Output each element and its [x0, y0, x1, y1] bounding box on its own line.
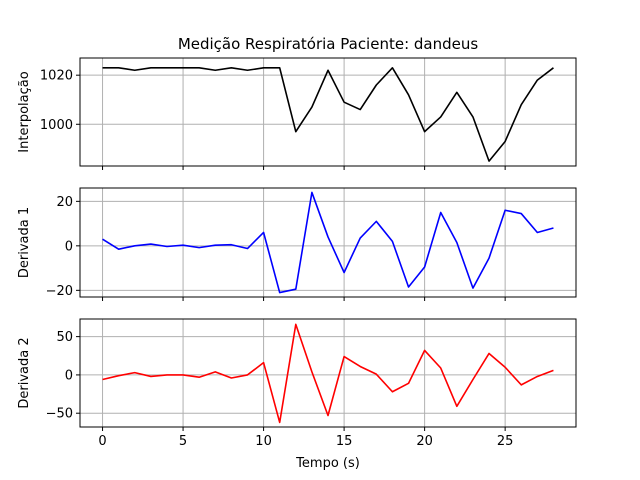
derivative-2-ytick-label-0: 0	[65, 368, 73, 383]
chart-title: Medição Respiratória Paciente: dandeus	[178, 35, 479, 53]
derivative-2-ytick-label-50: 50	[56, 330, 73, 345]
derivative-1-axes-frame	[79, 187, 577, 298]
interpolation-ytick-label-1000: 1000	[40, 118, 73, 133]
interpolation-series-line	[102, 67, 554, 162]
derivative-1-ytick-label-0: 0	[65, 239, 73, 254]
derivative-2-xtick-label-10: 10	[255, 434, 272, 449]
derivative-1-ytick-label--20: −20	[46, 284, 73, 299]
derivative-2-xtick-label-20: 20	[416, 434, 433, 449]
derivative-2-xtick-label-0: 0	[98, 434, 106, 449]
derivative-2-xtick-label-15: 15	[336, 434, 353, 449]
interpolation-axes-frame	[79, 57, 577, 167]
derivative-2-ytick-label--50: −50	[46, 407, 73, 422]
derivative-2-panel: 0 5 10 15 20 25 −50 0 50 Derivada 2 Tempo (s)	[17, 318, 577, 471]
derivative-2-series-line	[102, 323, 554, 424]
interpolation-ytick-label-1020: 1020	[40, 69, 73, 84]
interpolation-panel: 1000 1020 Interpolação Medição Respiratória…	[17, 35, 577, 170]
interpolation-ylabel: Interpolação	[17, 71, 32, 152]
derivative-2-ylabel: Derivada 2	[17, 337, 32, 408]
derivative-2-axes-frame	[79, 318, 577, 428]
derivative-1-panel: −20 0 20 Derivada 1	[17, 187, 577, 301]
derivative-2-xtick-label-5: 5	[179, 434, 187, 449]
derivative-1-ytick-label-20: 20	[56, 195, 73, 210]
derivative-2-xtick-label-25: 25	[497, 434, 514, 449]
derivative-1-series-line	[102, 191, 554, 294]
derivative-1-ylabel: Derivada 1	[17, 207, 32, 278]
derivative-2-xlabel: Tempo (s)	[295, 456, 360, 471]
